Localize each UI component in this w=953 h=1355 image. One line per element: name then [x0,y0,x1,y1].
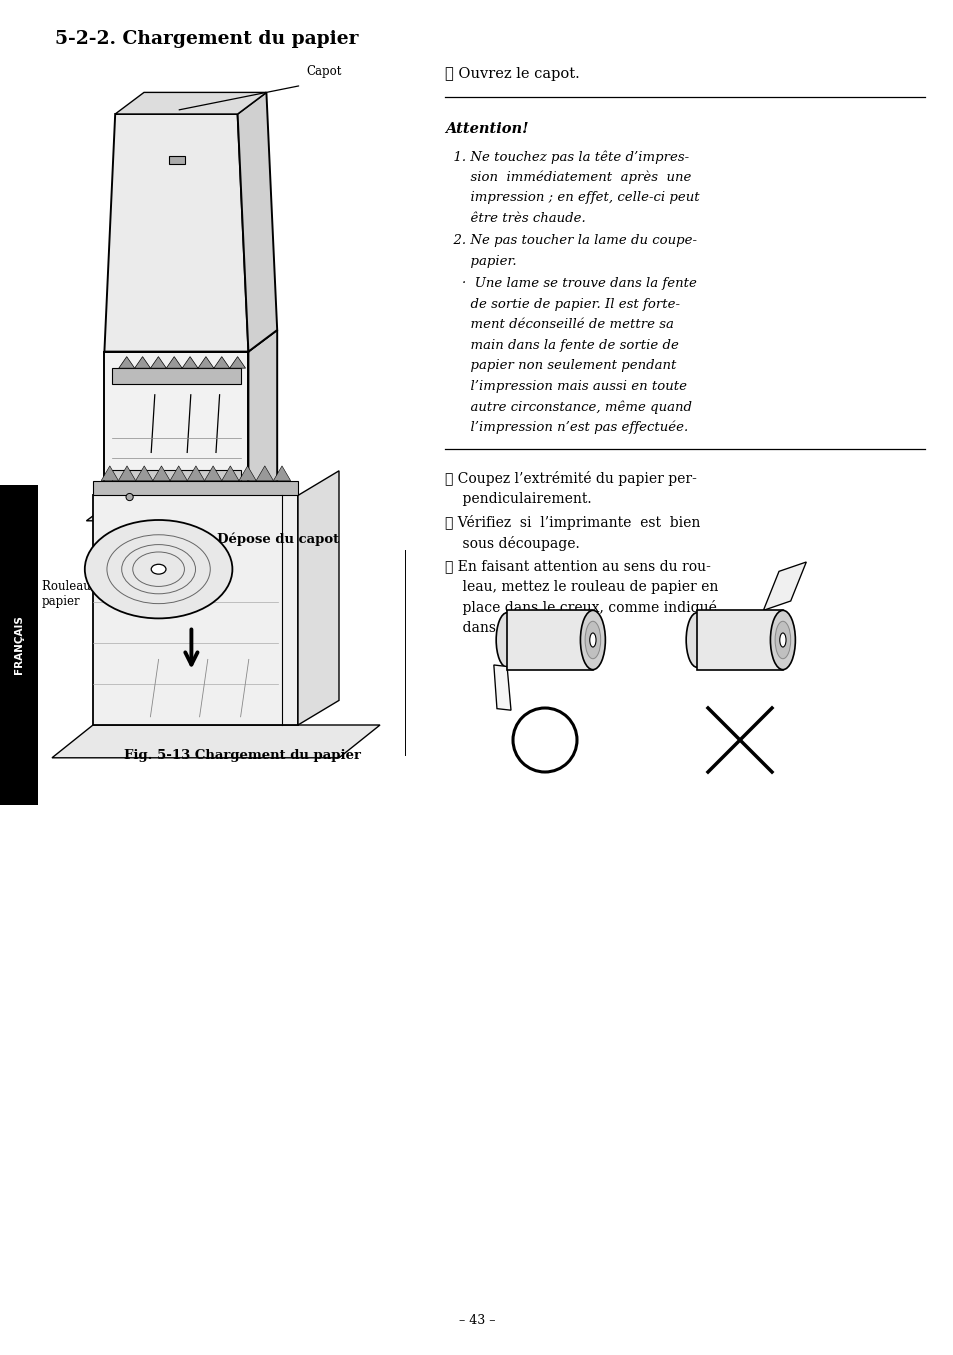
Text: – 43 –: – 43 – [458,1314,495,1327]
Polygon shape [213,356,230,369]
Text: ② Coupez l’extrémité du papier per-: ② Coupez l’extrémité du papier per- [444,472,696,486]
Ellipse shape [685,612,707,667]
Text: l’impression mais aussi en toute: l’impression mais aussi en toute [444,379,686,393]
Text: Attention!: Attention! [444,122,528,136]
Polygon shape [256,466,274,481]
Text: dans la figure 5-13.: dans la figure 5-13. [444,621,599,634]
Polygon shape [166,356,182,369]
Ellipse shape [774,622,790,659]
Ellipse shape [496,612,517,667]
Text: ④ En faisant attention au sens du rou-: ④ En faisant attention au sens du rou- [444,560,710,573]
Polygon shape [104,114,248,351]
Text: être très chaude.: être très chaude. [444,211,585,225]
Polygon shape [87,499,294,520]
Text: leau, mettez le rouleau de papier en: leau, mettez le rouleau de papier en [444,580,718,593]
Polygon shape [119,356,134,369]
Ellipse shape [779,633,785,648]
Text: Fig. 5-12 Dépose du capot: Fig. 5-12 Dépose du capot [146,533,338,546]
Ellipse shape [152,564,166,575]
FancyBboxPatch shape [0,485,38,805]
Text: place dans le creux, comme indiqué: place dans le creux, comme indiqué [444,600,716,615]
Text: FRANÇAIS: FRANÇAIS [14,615,24,675]
Polygon shape [762,562,805,610]
Polygon shape [198,356,213,369]
Polygon shape [221,466,238,481]
Text: main dans la fente de sortie de: main dans la fente de sortie de [444,339,679,351]
FancyBboxPatch shape [169,156,185,164]
Ellipse shape [589,633,596,648]
Polygon shape [151,356,166,369]
Polygon shape [152,466,170,481]
Ellipse shape [770,610,795,669]
Polygon shape [494,665,511,710]
Text: papier.: papier. [444,255,517,267]
Polygon shape [170,466,187,481]
Ellipse shape [584,622,600,659]
Ellipse shape [579,610,605,669]
Text: sion  immédiatement  après  une: sion immédiatement après une [444,171,691,184]
Text: 1. Ne touchez pas la tête d’impres-: 1. Ne touchez pas la tête d’impres- [444,150,688,164]
Text: 5-2-2. Chargement du papier: 5-2-2. Chargement du papier [55,30,358,47]
Text: impression ; en effet, celle-ci peut: impression ; en effet, celle-ci peut [444,191,699,205]
Polygon shape [134,356,151,369]
Polygon shape [297,470,338,725]
Polygon shape [204,466,221,481]
Polygon shape [115,92,266,114]
Text: ·  Une lame se trouve dans la fente: · Une lame se trouve dans la fente [444,278,696,290]
Polygon shape [274,466,291,481]
Text: Rouleau de
papier: Rouleau de papier [42,580,109,608]
Text: ment déconseillé de mettre sa: ment déconseillé de mettre sa [444,318,673,331]
Polygon shape [187,466,204,481]
Text: autre circonstance, même quand: autre circonstance, même quand [444,400,691,413]
Polygon shape [92,496,297,725]
Polygon shape [104,351,248,509]
Ellipse shape [85,520,233,618]
Text: pendiculairement.: pendiculairement. [444,492,591,505]
Polygon shape [118,466,135,481]
Text: l’impression n’est pas effectuée.: l’impression n’est pas effectuée. [444,420,687,434]
Polygon shape [238,466,256,481]
Text: 2. Ne pas toucher la lame du coupe-: 2. Ne pas toucher la lame du coupe- [444,234,697,247]
Polygon shape [237,92,277,351]
Text: ① Ouvrez le capot.: ① Ouvrez le capot. [444,66,579,81]
Polygon shape [104,331,277,351]
Polygon shape [248,331,277,509]
Polygon shape [101,466,118,481]
Polygon shape [52,725,379,757]
Polygon shape [92,481,297,496]
FancyBboxPatch shape [697,610,782,669]
Text: Capot: Capot [306,65,341,79]
Text: ③ Vérifiez  si  l’imprimante  est  bien: ③ Vérifiez si l’imprimante est bien [444,515,700,530]
Text: sous découpage.: sous découpage. [444,535,579,550]
Polygon shape [112,369,241,383]
Circle shape [126,493,133,500]
Polygon shape [135,466,152,481]
Polygon shape [182,356,198,369]
Polygon shape [112,470,241,488]
Text: Fig. 5-13 Chargement du papier: Fig. 5-13 Chargement du papier [124,749,360,762]
Polygon shape [230,356,245,369]
FancyBboxPatch shape [507,610,592,669]
Text: de sortie de papier. Il est forte-: de sortie de papier. Il est forte- [444,298,679,310]
Text: papier non seulement pendant: papier non seulement pendant [444,359,676,373]
